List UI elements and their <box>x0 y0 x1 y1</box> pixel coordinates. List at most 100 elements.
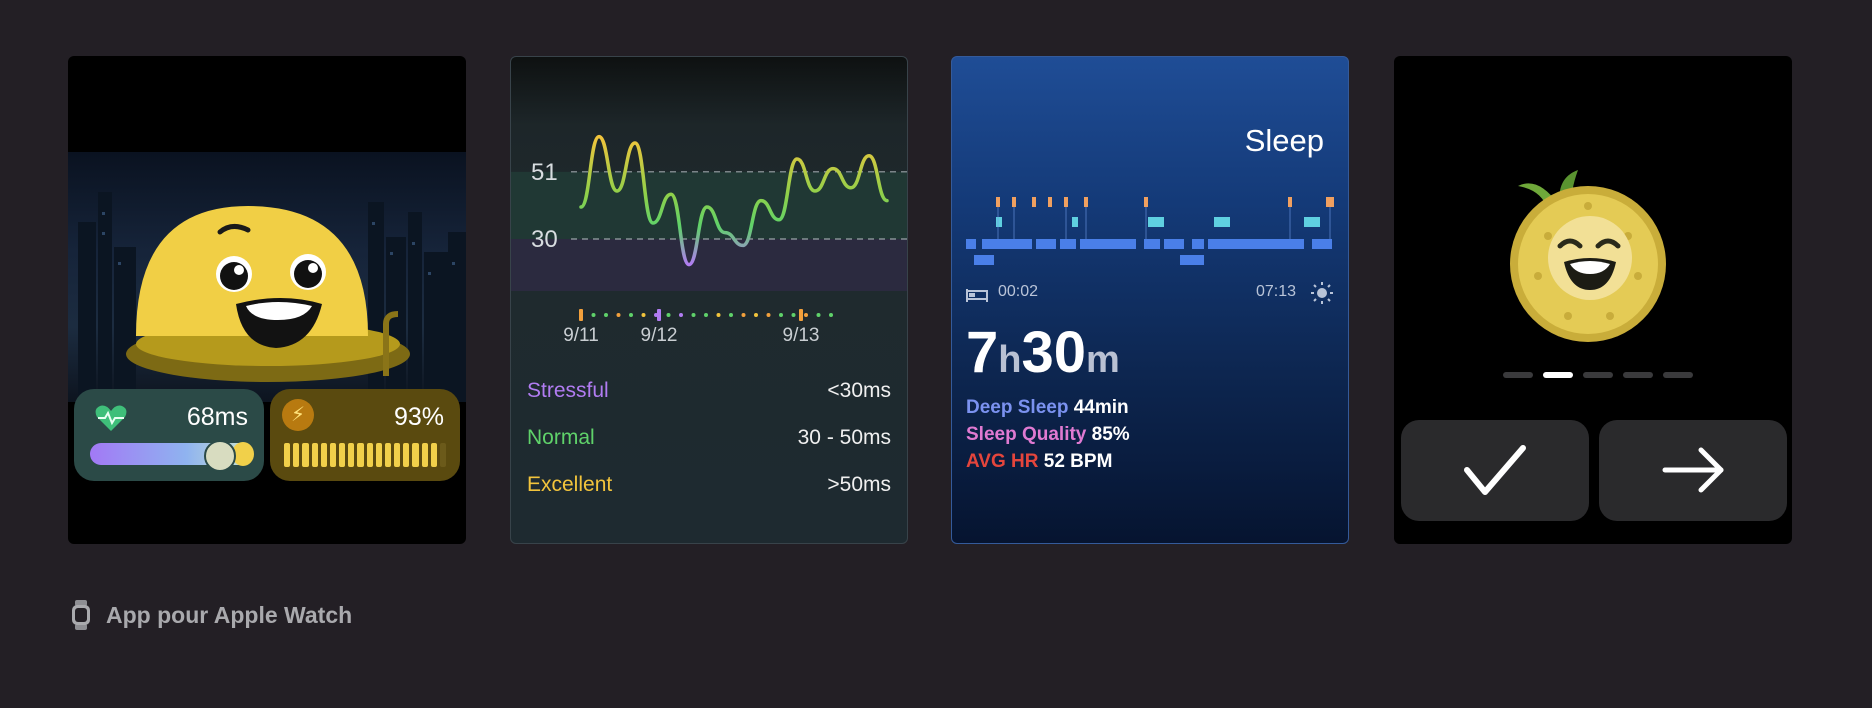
watch-screenshot-hrv-face: 68ms ⚡ 93% <box>68 56 466 544</box>
mascot-blob <box>126 206 410 382</box>
sleep-stage-bar <box>1048 197 1052 207</box>
sleep-stage-bar <box>1312 239 1332 249</box>
battery-segment <box>320 443 327 467</box>
x-axis-tick-label: 9/12 <box>641 325 678 346</box>
battery-segment <box>403 443 410 467</box>
sleep-stage-bar <box>1144 197 1148 207</box>
timeline-dot <box>641 313 646 317</box>
stressful-band <box>511 239 907 291</box>
battery-segment <box>366 443 373 467</box>
confirm-button[interactable] <box>1401 420 1589 521</box>
sleep-stage-bar <box>982 239 1032 249</box>
sleep-stage-bar <box>1064 197 1068 207</box>
timeline-dot <box>754 313 758 317</box>
sleep-stage-bar <box>1144 239 1160 249</box>
legend-row: Normal 30 - 50ms <box>527 426 891 450</box>
sleep-minutes: 30 <box>1021 320 1086 385</box>
timeline-dot <box>779 313 783 317</box>
timeline-dot <box>741 313 746 317</box>
timeline-dot <box>729 313 733 317</box>
timeline-dot <box>604 313 608 317</box>
sleep-stage-bar <box>1326 197 1334 207</box>
energy-widget: ⚡ 93% <box>270 389 460 481</box>
battery-segment <box>439 443 447 467</box>
legend-row: Stressful <30ms <box>527 379 891 403</box>
normal-band <box>511 171 907 239</box>
battery-segment <box>357 443 364 467</box>
deep-sleep-value: 44min <box>1073 397 1129 418</box>
x-axis-tick-mark <box>579 309 583 321</box>
hrv-value: 68ms <box>186 403 248 431</box>
timeline-dot <box>616 313 621 317</box>
x-axis-tick-label: 9/13 <box>783 325 820 346</box>
sleep-stage-bar <box>1148 217 1164 227</box>
timeline-dot <box>816 313 821 317</box>
watch-screenshot-onboarding <box>1394 56 1792 544</box>
sleep-stage-bar <box>1036 239 1056 249</box>
legend-range: <30ms <box>827 379 891 402</box>
timeline-dot <box>704 313 708 317</box>
sleep-stage-bar <box>1288 197 1292 207</box>
energy-value: 93% <box>393 403 444 431</box>
arrow-right-icon <box>1662 447 1724 493</box>
sleep-duration: 7h30m <box>966 319 1120 386</box>
avg-hr-value: 52 BPM <box>1043 451 1113 472</box>
timeline-dot <box>766 313 771 317</box>
page-dot <box>1663 372 1693 378</box>
hours-unit: h <box>998 339 1022 381</box>
sleep-stage-bar <box>1060 239 1076 249</box>
timeline-dot <box>629 313 633 317</box>
sleep-stages-chart <box>966 197 1334 265</box>
battery-segment <box>421 443 428 467</box>
battery-segment <box>293 443 300 467</box>
next-button[interactable] <box>1599 420 1787 521</box>
y-axis-label: 30 <box>531 226 558 253</box>
timeline-dot <box>691 313 696 317</box>
lightning-icon: ⚡ <box>282 399 314 431</box>
timeline-dot <box>791 313 796 317</box>
energy-battery-bar <box>284 443 447 467</box>
sleep-stage-bar <box>1192 239 1204 249</box>
bed-icon <box>966 289 988 302</box>
sleep-stage-bar <box>1164 239 1184 249</box>
sleep-stage-bar <box>1072 217 1078 227</box>
battery-segment <box>339 443 346 467</box>
legend-range: 30 - 50ms <box>797 426 891 449</box>
sleep-start-time: 00:02 <box>998 283 1039 300</box>
watch-screenshot-hrv-chart: 51 30 9/11 9/12 9/13 Stressful <30ms Normal 30 … <box>510 56 908 544</box>
sleep-stage-bar <box>974 255 994 265</box>
timeline-dot <box>666 313 671 317</box>
deep-sleep-label: Deep Sleep <box>966 397 1069 418</box>
battery-segment <box>430 443 437 467</box>
page-dot <box>1623 372 1653 378</box>
moon-icon <box>232 442 254 466</box>
battery-segment <box>394 443 401 467</box>
legend-row: Excellent >50ms <box>527 473 891 497</box>
sleep-stage-bar <box>1084 197 1088 207</box>
battery-segment <box>348 443 355 467</box>
sleep-stage-bar <box>1214 217 1230 227</box>
timeline-dot <box>679 313 683 317</box>
battery-segment <box>412 443 419 467</box>
battery-segment <box>384 443 392 467</box>
timeline-dot <box>716 313 721 317</box>
timeline-dot <box>804 313 808 317</box>
minutes-unit: m <box>1086 339 1120 381</box>
sleep-quality-value: 85% <box>1091 424 1130 445</box>
sleep-stage-bar <box>966 239 976 249</box>
hrv-line-chart: 51 30 9/11 9/12 9/13 <box>511 134 907 346</box>
sleep-stage-bar <box>1208 239 1304 249</box>
battery-segment <box>375 443 382 467</box>
deep-sleep-stat: Deep Sleep 44min <box>966 397 1129 419</box>
hrv-series-line <box>579 134 889 267</box>
page-dot <box>1583 372 1613 378</box>
page-dot <box>1543 372 1573 378</box>
avg-hr-stat: AVG HR 52 BPM <box>966 451 1112 473</box>
sleep-stage-bar <box>996 197 1000 207</box>
sleep-stage-bar <box>1012 197 1016 207</box>
platform-footer: App pour Apple Watch <box>70 600 352 630</box>
apple-watch-icon <box>72 600 90 630</box>
avg-hr-label: AVG HR <box>966 451 1039 472</box>
sleep-end-time: 07:13 <box>1255 283 1296 300</box>
legend-label: Normal <box>527 426 595 449</box>
